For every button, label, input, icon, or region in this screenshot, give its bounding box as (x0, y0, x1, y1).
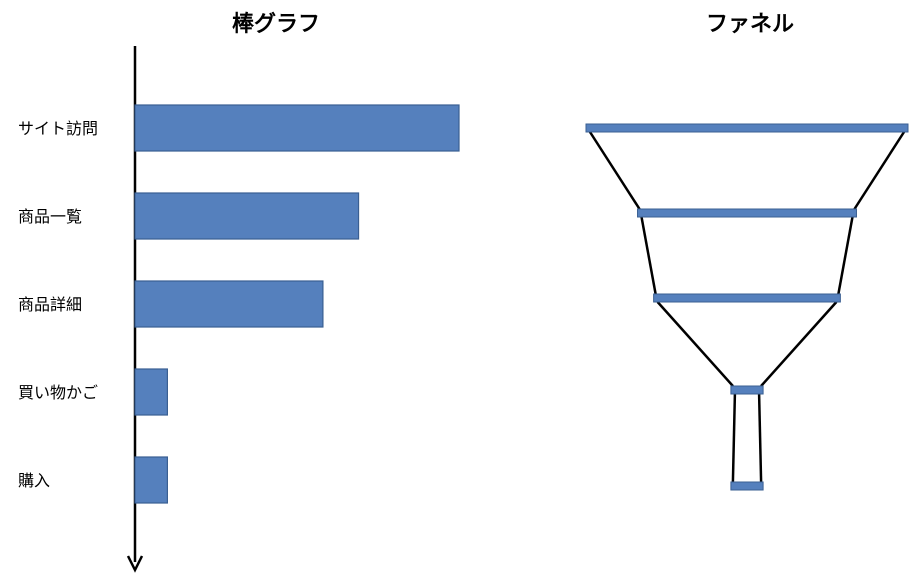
funnel-band (653, 293, 841, 303)
funnel-chart (585, 123, 909, 491)
funnel-outline (656, 301, 734, 387)
category-label: 買い物かご (18, 383, 98, 402)
funnel-outline (757, 393, 763, 483)
category-label: 商品一覧 (18, 207, 82, 226)
funnel-outline (588, 131, 641, 210)
funnel-band (585, 123, 909, 133)
category-label: 商品詳細 (18, 295, 82, 314)
category-label: サイト訪問 (18, 119, 98, 138)
bar (134, 104, 460, 152)
funnel-chart-title: ファネル (706, 12, 795, 37)
bar (134, 280, 324, 328)
bar (134, 192, 360, 240)
category-label: 購入 (18, 471, 50, 490)
funnel-outline (731, 393, 737, 483)
funnel-band (637, 208, 857, 218)
bar (134, 368, 169, 416)
funnel-outline (837, 216, 854, 295)
bar-chart-title: 棒グラフ (232, 12, 321, 37)
bar (134, 456, 169, 504)
funnel-outline (760, 301, 838, 387)
axis-arrow-down-icon (126, 555, 144, 573)
funnel-outline (640, 216, 657, 295)
funnel-band (730, 481, 764, 491)
funnel-band (730, 385, 764, 395)
funnel-outline (853, 131, 906, 210)
